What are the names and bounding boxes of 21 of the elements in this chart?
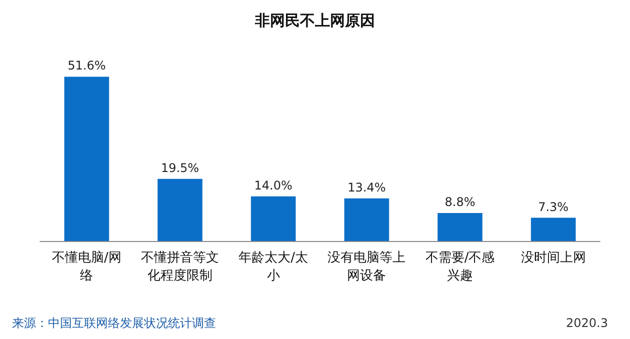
x-tick-label: 不懂拼音等文化程度限制: [141, 250, 219, 284]
bar: [250, 196, 296, 241]
x-tick-label: 没有电脑等上网设备: [328, 250, 406, 284]
data-label: 51.6%: [68, 58, 106, 73]
data-label: 8.8%: [444, 194, 476, 209]
text: 2020.3: [566, 316, 608, 330]
bar: [158, 178, 202, 241]
bar: [344, 198, 390, 241]
chart-title: 非网民不上网原因: [254, 12, 375, 30]
x-tick-label: 不懂电脑/网络: [52, 250, 122, 284]
data-label: 7.3%: [538, 200, 569, 214]
x-tick-label: 年龄太大/太小: [238, 250, 308, 284]
bar: [438, 212, 482, 241]
bar: [64, 76, 110, 241]
bar: [530, 218, 576, 241]
data-label: 19.5%: [160, 160, 200, 175]
data-label: 14.0%: [254, 178, 292, 192]
source-note: 来源：中国互联网络发展状况统计调查: [12, 316, 216, 330]
x-tick-label: 没时间上网: [520, 250, 586, 266]
data-label: 13.4%: [348, 180, 386, 194]
x-tick-label: 不需要/不感兴趣: [425, 250, 495, 284]
